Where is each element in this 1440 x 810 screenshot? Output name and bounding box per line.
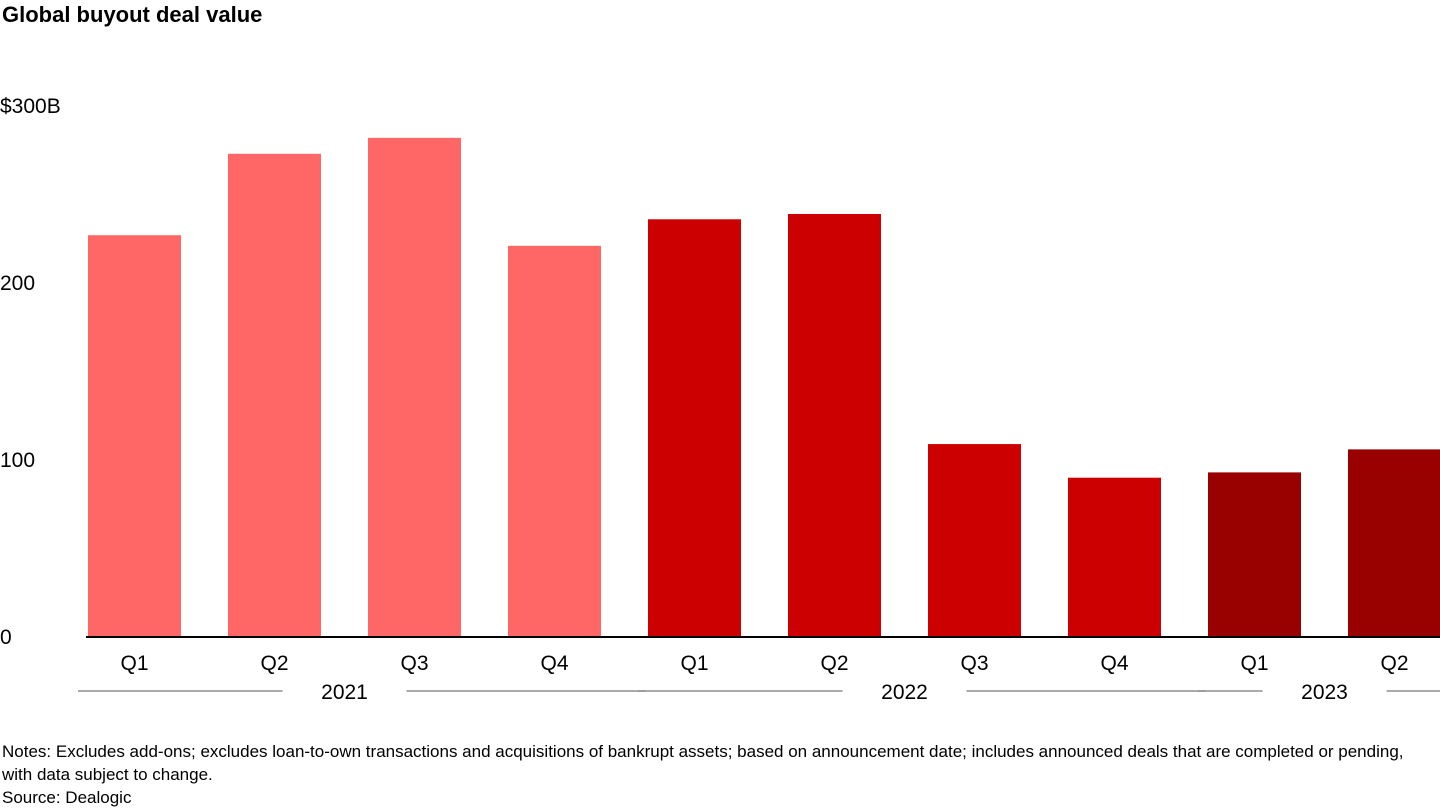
chart-title: Global buyout deal value: [2, 2, 263, 27]
bar: [1348, 449, 1440, 637]
bar-chart: 0 100 200 $300B Q1 Q2 Q3 Q4 Q1 Q2 Q3 Q4 Q1 Q2 2021 2022…: [0, 95, 1440, 704]
bar: [928, 444, 1021, 637]
y-tick-label: 200: [0, 272, 35, 295]
x-tick-label: Q4: [540, 652, 568, 675]
x-tick-label: Q2: [260, 652, 288, 675]
bar: [368, 137, 461, 638]
bar: [88, 235, 181, 637]
y-tick-label: 0: [0, 626, 12, 649]
bar: [648, 219, 741, 637]
bar: [228, 153, 321, 638]
chart-footnotes: Notes: Excludes add-ons; excludes loan-t…: [2, 740, 1438, 809]
x-tick-label: Q1: [120, 652, 148, 675]
year-group-label: 2022: [881, 681, 928, 704]
x-tick-label: Q3: [960, 652, 988, 675]
source-text: Source: Dealogic: [2, 788, 132, 807]
x-tick-label: Q2: [1380, 652, 1408, 675]
x-tick-label: Q1: [1240, 652, 1268, 675]
x-tick-label: Q1: [680, 652, 708, 675]
y-tick-label: $300B: [0, 95, 61, 118]
x-tick-label: Q3: [400, 652, 428, 675]
bar: [788, 213, 881, 637]
year-group-label: 2023: [1301, 681, 1348, 704]
x-tick-label: Q2: [820, 652, 848, 675]
bar: [508, 245, 601, 637]
y-tick-label: 100: [0, 449, 35, 472]
notes-text: Notes: Excludes add-ons; excludes loan-t…: [2, 742, 1404, 784]
x-tick-label: Q4: [1100, 652, 1128, 675]
bar: [1208, 472, 1301, 637]
year-group-label: 2021: [321, 681, 368, 704]
bar: [1068, 477, 1161, 637]
